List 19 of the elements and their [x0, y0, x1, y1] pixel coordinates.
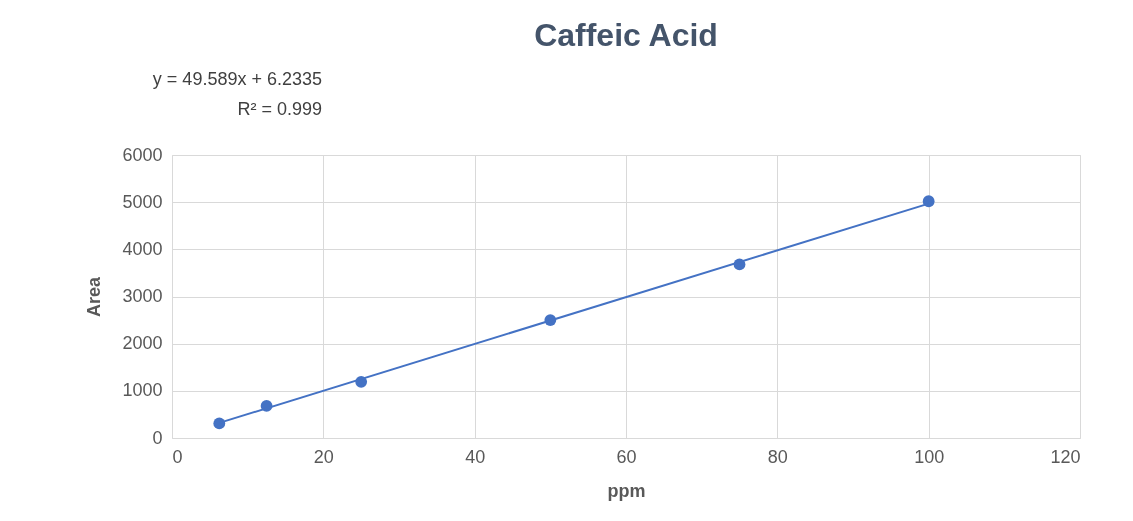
x-tick-label: 80: [767, 446, 788, 467]
y-tick-label: 2000: [122, 333, 163, 354]
x-tick-label: 40: [465, 446, 486, 467]
x-tick-label: 20: [313, 446, 334, 467]
y-tick-label: 6000: [122, 144, 163, 165]
text: y = 49.589x + 6.2335: [152, 69, 322, 89]
x-tick-label: 60: [616, 446, 637, 467]
y-tick-label: 1000: [122, 380, 163, 401]
text: R² = 0.999: [237, 99, 322, 119]
x-tick-label: 100: [914, 446, 945, 467]
chart-title: Caffeic Acid: [534, 17, 718, 53]
y-tick-label: 0: [152, 427, 163, 448]
x-tick-label: 120: [1050, 446, 1081, 467]
y-tick-label: 4000: [122, 238, 163, 259]
y-tick-label: 3000: [122, 286, 163, 306]
y-axis-title: Area: [84, 276, 105, 318]
x-axis-title: ppm: [607, 480, 646, 501]
x-tick-label: 0: [172, 446, 183, 467]
y-tick-label: 5000: [122, 191, 163, 212]
